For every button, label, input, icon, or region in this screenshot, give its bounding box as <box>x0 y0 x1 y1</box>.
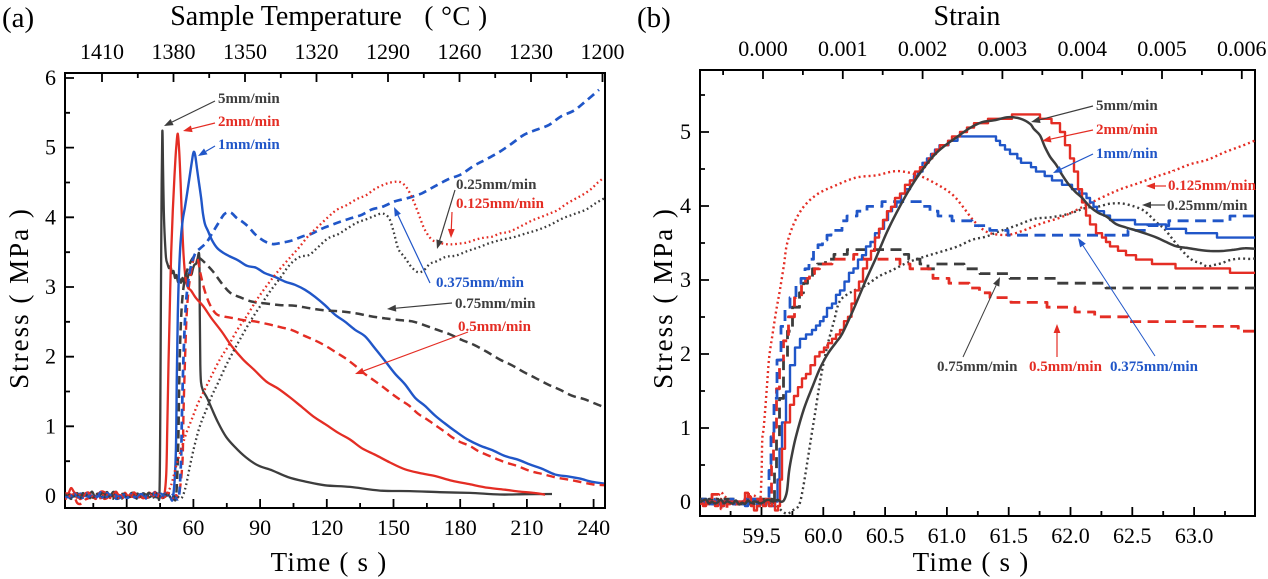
svg-text:0.004: 0.004 <box>1057 36 1107 61</box>
svg-text:1mm/min: 1mm/min <box>218 137 280 153</box>
svg-text:4: 4 <box>45 204 56 229</box>
svg-text:( °C ): ( °C ) <box>424 1 487 31</box>
svg-text:Sample Temperature: Sample Temperature <box>170 1 402 32</box>
svg-text:62.5: 62.5 <box>1113 523 1152 548</box>
svg-text:5: 5 <box>680 119 691 144</box>
svg-text:Time ( s ): Time ( s ) <box>913 547 1030 577</box>
svg-text:1: 1 <box>45 413 56 438</box>
svg-text:6: 6 <box>45 65 56 90</box>
svg-text:1: 1 <box>680 415 691 440</box>
svg-text:Time ( s ): Time ( s ) <box>271 547 388 577</box>
svg-text:5: 5 <box>45 135 56 160</box>
svg-text:0.5mm/min: 0.5mm/min <box>1029 359 1103 375</box>
svg-text:4: 4 <box>680 193 691 218</box>
svg-text:0.25mm/min: 0.25mm/min <box>456 177 537 193</box>
svg-text:0.001: 0.001 <box>818 36 868 61</box>
svg-text:240: 240 <box>577 515 610 540</box>
svg-text:0.000: 0.000 <box>738 36 788 61</box>
svg-text:60.5: 60.5 <box>866 523 905 548</box>
svg-text:0.125mm/min: 0.125mm/min <box>456 196 545 212</box>
svg-text:0.002: 0.002 <box>898 36 948 61</box>
svg-text:0.003: 0.003 <box>978 36 1028 61</box>
svg-text:0.125mm/min: 0.125mm/min <box>1168 178 1257 194</box>
svg-text:120: 120 <box>310 515 343 540</box>
svg-text:59.5: 59.5 <box>742 523 781 548</box>
svg-text:180: 180 <box>444 515 477 540</box>
svg-text:63.0: 63.0 <box>1175 523 1214 548</box>
svg-text:60.0: 60.0 <box>804 523 843 548</box>
svg-text:62.0: 62.0 <box>1051 523 1090 548</box>
svg-text:61.0: 61.0 <box>928 523 967 548</box>
svg-text:5mm/min: 5mm/min <box>1096 98 1158 114</box>
svg-text:0.375mm/min: 0.375mm/min <box>436 275 525 291</box>
svg-text:3: 3 <box>45 274 56 299</box>
svg-text:61.5: 61.5 <box>989 523 1028 548</box>
svg-text:1290: 1290 <box>366 39 410 64</box>
svg-text:1260: 1260 <box>438 39 482 64</box>
svg-text:210: 210 <box>510 515 543 540</box>
svg-text:5mm/min: 5mm/min <box>218 91 280 107</box>
svg-text:0.005: 0.005 <box>1137 36 1187 61</box>
svg-text:Stress ( MPa ): Stress ( MPa ) <box>648 207 678 389</box>
svg-text:1350: 1350 <box>223 39 267 64</box>
svg-text:0.75mm/min: 0.75mm/min <box>455 296 536 312</box>
svg-text:0.75mm/min: 0.75mm/min <box>937 359 1018 375</box>
svg-text:(b): (b) <box>637 2 671 34</box>
svg-text:30: 30 <box>116 515 138 540</box>
svg-text:1mm/min: 1mm/min <box>1096 146 1158 162</box>
svg-text:Stress ( MPa ): Stress ( MPa ) <box>4 207 34 389</box>
svg-text:2: 2 <box>45 344 56 369</box>
svg-text:1200: 1200 <box>581 39 625 64</box>
svg-text:1230: 1230 <box>509 39 553 64</box>
svg-text:(a): (a) <box>2 2 34 34</box>
svg-text:2mm/min: 2mm/min <box>218 114 280 130</box>
svg-text:1410: 1410 <box>80 39 124 64</box>
svg-text:1320: 1320 <box>295 39 339 64</box>
svg-text:0: 0 <box>45 483 56 508</box>
svg-text:0: 0 <box>680 489 691 514</box>
svg-text:150: 150 <box>377 515 410 540</box>
svg-text:2: 2 <box>680 341 691 366</box>
svg-text:0.375mm/min: 0.375mm/min <box>1110 359 1199 375</box>
svg-text:90: 90 <box>249 515 271 540</box>
svg-text:0.25mm/min: 0.25mm/min <box>1167 198 1248 214</box>
svg-text:3: 3 <box>680 267 691 292</box>
svg-text:Strain: Strain <box>934 1 1001 32</box>
svg-text:60: 60 <box>182 515 204 540</box>
svg-text:0.5mm/min: 0.5mm/min <box>458 319 532 335</box>
svg-text:1380: 1380 <box>152 39 196 64</box>
svg-text:2mm/min: 2mm/min <box>1096 122 1158 138</box>
svg-text:0.006: 0.006 <box>1217 36 1267 61</box>
